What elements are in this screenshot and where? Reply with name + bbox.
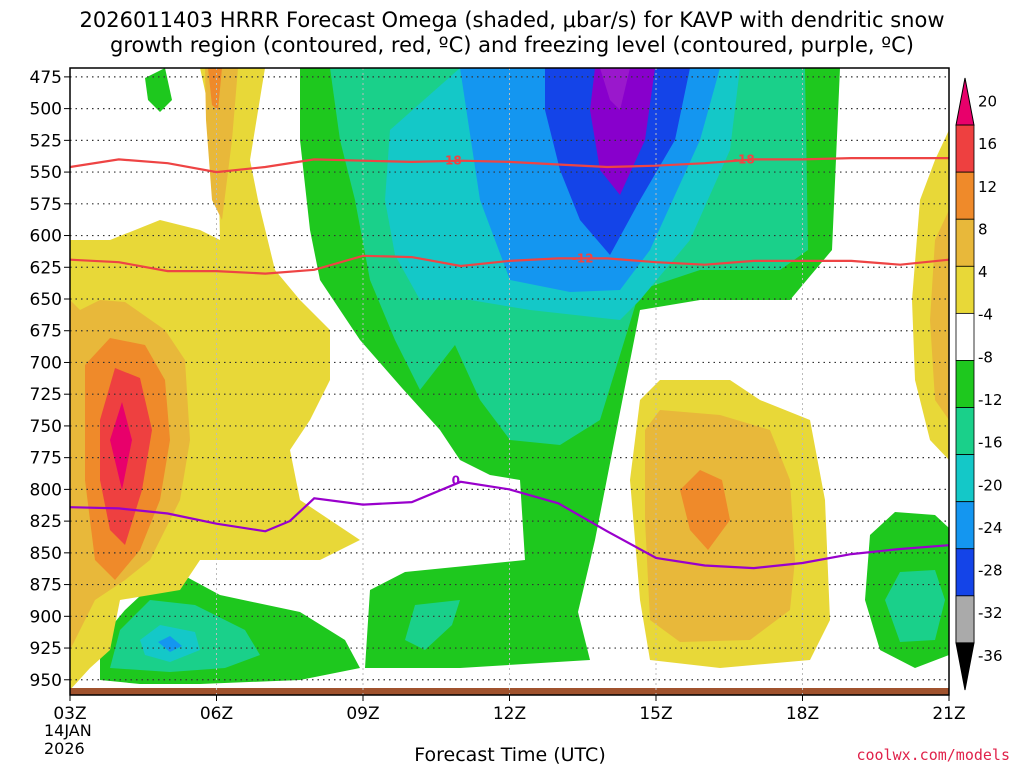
y-tick-label-675: 675 — [30, 322, 62, 342]
colorbar-segment-2 — [955, 171, 975, 220]
plot-area: -18 -18 -12 0 — [70, 68, 949, 695]
y-tick-label-925: 925 — [30, 639, 62, 659]
y-tick-label-475: 475 — [30, 68, 62, 88]
colorbar-segment-6 — [955, 360, 975, 408]
y-tick-label-750: 750 — [30, 417, 62, 437]
omega-colorbar: 20 16 12 8 4 -4 -8 -12 -16 -20 -24 -28 -32 -36 — [955, 77, 1003, 691]
y-tick-label-875: 875 — [30, 576, 62, 596]
title-line-2: growth region (contoured, red, ºC) and f… — [110, 33, 914, 57]
terrain-strip — [70, 688, 949, 695]
colorbar-segment-10 — [955, 548, 975, 597]
y-tick-label-800: 800 — [30, 480, 62, 500]
x-tick-label-15Z: 15Z — [639, 704, 672, 724]
y-tick-label-850: 850 — [30, 544, 62, 564]
x-tick-label-09Z: 09Z — [346, 704, 379, 724]
x-tick-label-21Z: 21Z — [932, 704, 965, 724]
y-tick-label-900: 900 — [30, 607, 62, 627]
y-tick-label-625: 625 — [30, 258, 62, 278]
contour-line--12 — [70, 254, 949, 275]
colorbar-label--20: -20 — [978, 476, 1003, 494]
contour-label--12-0: -12 — [572, 251, 594, 265]
y-tick-label-725: 725 — [30, 385, 62, 405]
date-line-1: 14JAN — [44, 721, 92, 740]
contour-label--18-0: -18 — [440, 154, 462, 168]
contour-line-0 — [70, 480, 949, 570]
omega-band-minus-24 — [590, 68, 655, 195]
omega-band-minus-8-mid — [405, 600, 460, 650]
omega-band-plus-8-right-edge — [930, 210, 949, 420]
colorbar-label-20: 20 — [978, 93, 997, 111]
x-axis: 03Z 06Z 09Z 12Z 15Z 18Z 21Z — [53, 695, 966, 724]
colorbar-label-16: 16 — [978, 135, 997, 153]
y-tick-label-650: 650 — [30, 290, 62, 310]
omega-band-minus-28 — [600, 68, 630, 110]
y-tick-label-550: 550 — [30, 163, 62, 183]
colorbar-segment-5 — [955, 312, 975, 361]
y-tick-label-525: 525 — [30, 131, 62, 151]
omega-shading — [70, 68, 949, 695]
gridlines — [70, 68, 949, 695]
contour-lines: -18 -18 -12 0 — [70, 152, 949, 570]
colorbar-label--24: -24 — [978, 519, 1003, 537]
colorbar-label--28: -28 — [978, 562, 1003, 580]
x-tick-label-18Z: 18Z — [786, 704, 819, 724]
x-tick-label-12Z: 12Z — [493, 704, 526, 724]
colorbar-label-4: 4 — [978, 263, 988, 281]
colorbar-label--4: -4 — [978, 306, 993, 324]
colorbar-label--36: -36 — [978, 647, 1003, 665]
colorbar-label--16: -16 — [978, 434, 1003, 452]
date-line-2: 2026 — [44, 739, 85, 758]
contour-label--18-1: -18 — [733, 152, 755, 166]
colorbar-segment-bottom — [955, 642, 975, 691]
colorbar-segment-7 — [955, 407, 975, 456]
omega-band-minus-4-upper-small — [145, 68, 172, 112]
colorbar-segment-top — [955, 77, 975, 126]
contour-line--18 — [70, 157, 949, 174]
omega-band-plus-20-left — [110, 402, 132, 490]
start-date-label: 14JAN 2026 — [44, 722, 92, 758]
colorbar-segment-9 — [955, 501, 975, 550]
source-credit: coolwx.com/models — [856, 746, 1010, 764]
y-axis: 475 500 525 550 575 600 625 650 675 700 725 750 775 8… — [30, 68, 70, 691]
colorbar-label--32: -32 — [978, 604, 1003, 622]
y-tick-label-825: 825 — [30, 512, 62, 532]
colorbar-segment-gray — [955, 595, 975, 644]
colorbar-segment-3 — [955, 218, 975, 267]
x-tick-label-06Z: 06Z — [200, 704, 233, 724]
y-tick-label-700: 700 — [30, 353, 62, 373]
x-axis-title: Forecast Time (UTC) — [414, 744, 606, 766]
y-tick-label-775: 775 — [30, 449, 62, 469]
omega-band-plus-12-upper — [208, 68, 222, 110]
colorbar-segment-8 — [955, 454, 975, 503]
y-tick-label-600: 600 — [30, 227, 62, 247]
colorbar-label--12: -12 — [978, 391, 1003, 409]
colorbar-label-12: 12 — [978, 178, 997, 196]
colorbar-segment-4 — [955, 265, 975, 314]
omega-band-plus-12-right — [680, 470, 730, 550]
chart-title: 2026011403 HRRR Forecast Omega (shaded, … — [0, 8, 1024, 58]
y-tick-label-500: 500 — [30, 100, 62, 120]
x-tick-label-03Z: 03Z — [53, 704, 86, 724]
colorbar-label-8: 8 — [978, 221, 988, 239]
colorbar-label--8: -8 — [978, 348, 993, 366]
y-tick-label-575: 575 — [30, 195, 62, 215]
contour-label-0-0: 0 — [452, 474, 460, 488]
omega-band-minus-8-right — [885, 570, 945, 642]
title-line-1: 2026011403 HRRR Forecast Omega (shaded, … — [79, 8, 945, 32]
y-tick-label-950: 950 — [30, 671, 62, 691]
colorbar-segment-1 — [955, 124, 975, 173]
